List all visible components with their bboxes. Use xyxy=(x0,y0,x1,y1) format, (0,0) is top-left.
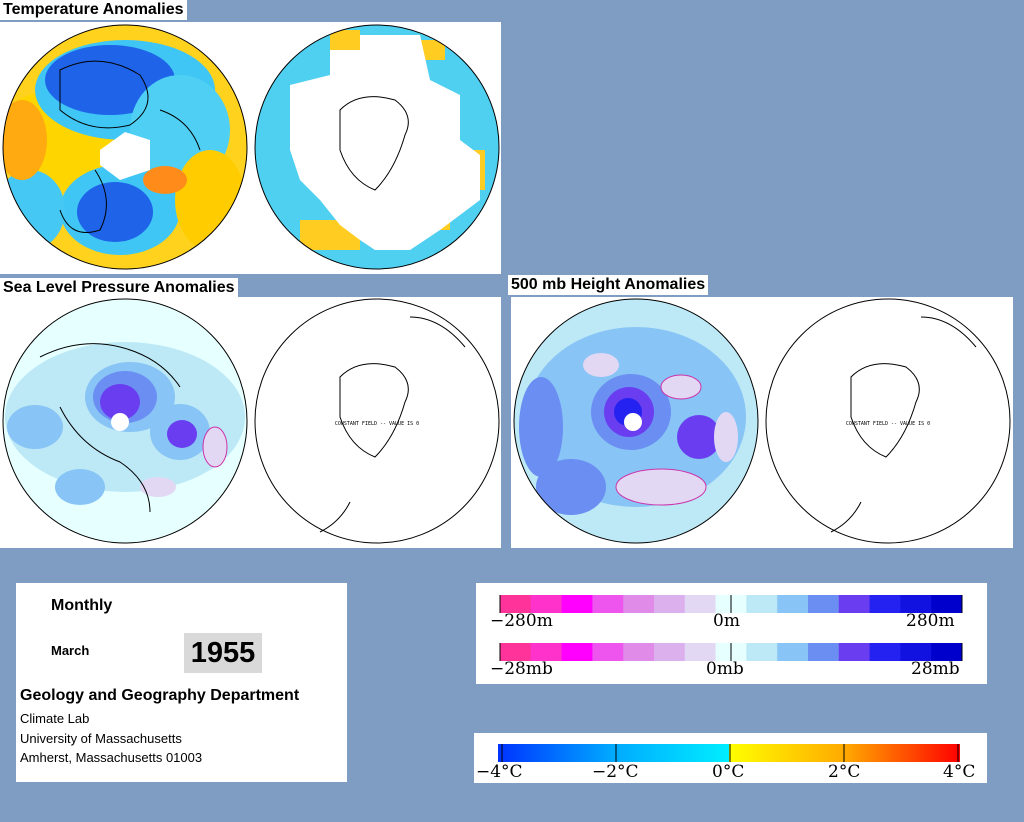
slp-maps: CONSTANT FIELD -- VALUE IS 0 xyxy=(2,298,500,544)
height-maps: CONSTANT FIELD -- VALUE IS 0 xyxy=(513,298,1011,544)
temperature-legend-panel: −4°C −2°C 0°C 2°C 4°C xyxy=(474,733,987,783)
slp-map-panel: CONSTANT FIELD -- VALUE IS 0 xyxy=(0,297,501,548)
temp-plus2-label: 2°C xyxy=(828,762,861,782)
pressure-zero-label: 0mb xyxy=(706,659,744,679)
height-bar-segment xyxy=(838,595,871,613)
temperature-south-hemisphere xyxy=(255,25,499,269)
pressure-bar-segment xyxy=(592,643,624,661)
height-max-label: 280m xyxy=(906,611,955,631)
pressure-bar-segment xyxy=(746,643,778,661)
height-bar-segment xyxy=(808,595,840,613)
temperature-map-panel xyxy=(0,22,501,274)
frequency-label: Monthly xyxy=(51,597,113,614)
temp-minus2-label: −2°C xyxy=(592,762,639,782)
height-north-hemisphere xyxy=(514,299,758,543)
height-constant-field-label: CONSTANT FIELD -- VALUE IS 0 xyxy=(846,421,930,427)
height-bar-segment xyxy=(869,595,901,613)
pressure-bar-segment xyxy=(900,643,932,661)
height-bar-segment xyxy=(500,595,532,613)
height-south-coastline xyxy=(850,363,920,458)
height-bar-segment xyxy=(777,595,809,613)
year-display: 1955 xyxy=(184,633,262,673)
pressure-bar-segment xyxy=(931,643,963,661)
pressure-bar-segment xyxy=(777,643,809,661)
height-bar-segment xyxy=(592,595,624,613)
address-label: Amherst, Massachusetts 01003 xyxy=(20,750,203,765)
temperature-title: Temperature Anomalies xyxy=(0,0,187,20)
lab-label: Climate Lab xyxy=(20,711,90,726)
slp-constant-field-label: CONSTANT FIELD -- VALUE IS 0 xyxy=(335,421,419,427)
pressure-bar-segment xyxy=(869,643,901,661)
pressure-bar-segment xyxy=(530,643,563,661)
pressure-bar-segment xyxy=(500,643,532,661)
pressure-min-label: −28mb xyxy=(490,659,553,679)
temp-plus4-label: 4°C xyxy=(943,762,976,782)
height-zero-label: 0m xyxy=(713,611,740,631)
height-bar-segment xyxy=(900,595,932,613)
university-label: University of Massachusetts xyxy=(20,731,182,746)
anomaly-legend-panel: −280m 0m 280m −28mb 0mb 28mb xyxy=(476,583,987,684)
height-bar-segment xyxy=(561,595,593,613)
temp-zero-label: 0°C xyxy=(712,762,745,782)
info-panel: Monthly March 1955 Geology and Geography… xyxy=(16,583,347,782)
pressure-color-bar xyxy=(499,643,963,661)
pressure-bar-segment xyxy=(808,643,840,661)
temperature-north-hemisphere xyxy=(3,25,247,269)
pressure-bar-segment xyxy=(838,643,871,661)
height-bar-segment xyxy=(931,595,963,613)
pressure-bar-segment xyxy=(623,643,655,661)
slp-south-coastline xyxy=(339,363,409,458)
slp-north-hemisphere xyxy=(3,299,247,543)
height-map-panel: CONSTANT FIELD -- VALUE IS 0 xyxy=(511,297,1013,548)
height-min-label: −280m xyxy=(490,611,553,631)
pressure-bar-segment xyxy=(561,643,593,661)
height-bar-segment xyxy=(684,595,717,613)
height-color-bar xyxy=(499,595,963,613)
height-bar-segment xyxy=(746,595,778,613)
pressure-bar-segment xyxy=(654,643,686,661)
month-label: March xyxy=(51,643,90,658)
height-bar-segment xyxy=(623,595,655,613)
pressure-bar-segment xyxy=(684,643,717,661)
height-bar-segment xyxy=(530,595,563,613)
temperature-color-bar xyxy=(498,744,960,762)
temperature-maps xyxy=(2,24,500,270)
height-bar-segment xyxy=(654,595,686,613)
temp-minus4-label: −4°C xyxy=(476,762,523,782)
anomaly-color-bars xyxy=(499,595,963,661)
height-title: 500 mb Height Anomalies xyxy=(508,275,709,295)
slp-title: Sea Level Pressure Anomalies xyxy=(0,278,238,298)
pressure-max-label: 28mb xyxy=(911,659,960,679)
department-label: Geology and Geography Department xyxy=(20,687,300,704)
